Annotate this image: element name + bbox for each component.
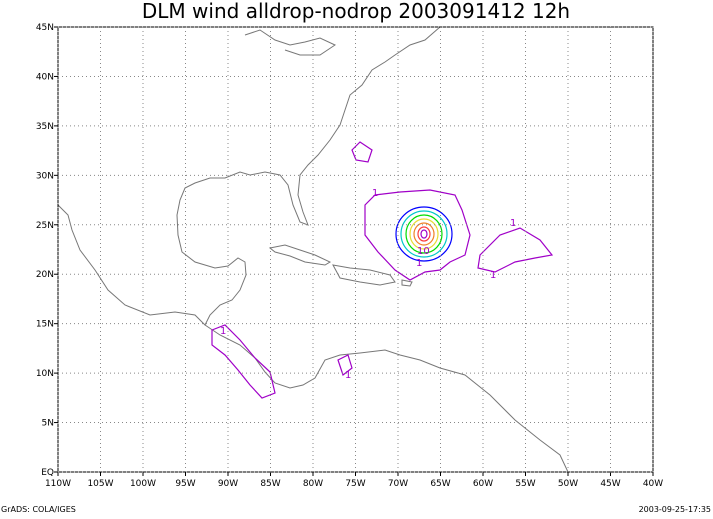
map-frame — [57, 26, 654, 473]
footer-right: 2003-09-25-17:35 — [639, 505, 711, 514]
y-tick-label: 5N — [42, 419, 54, 429]
contour-label: 1 — [220, 326, 226, 337]
x-tick-label: 80W — [303, 479, 323, 489]
x-tick-label: 60W — [473, 479, 493, 489]
x-tick-label: 95W — [175, 479, 195, 489]
x-tick-label: 75W — [345, 479, 365, 489]
x-tick-label: 45W — [600, 479, 620, 489]
y-tick-label: 25N — [36, 221, 54, 231]
coastlines — [57, 26, 569, 473]
y-tick-label: 10N — [36, 369, 54, 379]
x-tick-label: 55W — [515, 479, 535, 489]
contour-label: 1 — [490, 270, 496, 281]
contour-label: 1 — [510, 218, 516, 229]
contour-labels: 1 1 1 10 1 1 1 — [220, 188, 516, 381]
x-tick-label: 70W — [388, 479, 408, 489]
footer-left: GrADS: COLA/IGES — [1, 505, 76, 514]
map-title: DLM wind alldrop-nodrop 2003091412 12h — [142, 0, 570, 23]
x-tick-label: 65W — [430, 479, 450, 489]
y-tick-label: 45N — [36, 23, 54, 33]
x-tick-label: 100W — [130, 479, 156, 489]
contour-label: 1 — [372, 188, 378, 199]
contour-label: 1 — [416, 258, 422, 269]
x-tick-label: 90W — [218, 479, 238, 489]
y-tick-label: 15N — [36, 320, 54, 330]
y-tick-label: 35N — [36, 122, 54, 132]
y-tick-label: 20N — [36, 270, 54, 280]
contours — [211, 141, 554, 399]
x-tick-label: 110W — [45, 479, 71, 489]
contour-label: 1 — [345, 370, 351, 381]
y-tick-label: 40N — [36, 72, 54, 82]
y-tick-label: 30N — [36, 171, 54, 181]
y-tick-label: EQ — [41, 468, 54, 478]
x-tick-label: 40W — [643, 479, 663, 489]
x-tick-label: 50W — [558, 479, 578, 489]
x-tick-label: 105W — [87, 479, 113, 489]
x-tick-label: 85W — [260, 479, 280, 489]
contour-label: 10 — [417, 246, 430, 257]
